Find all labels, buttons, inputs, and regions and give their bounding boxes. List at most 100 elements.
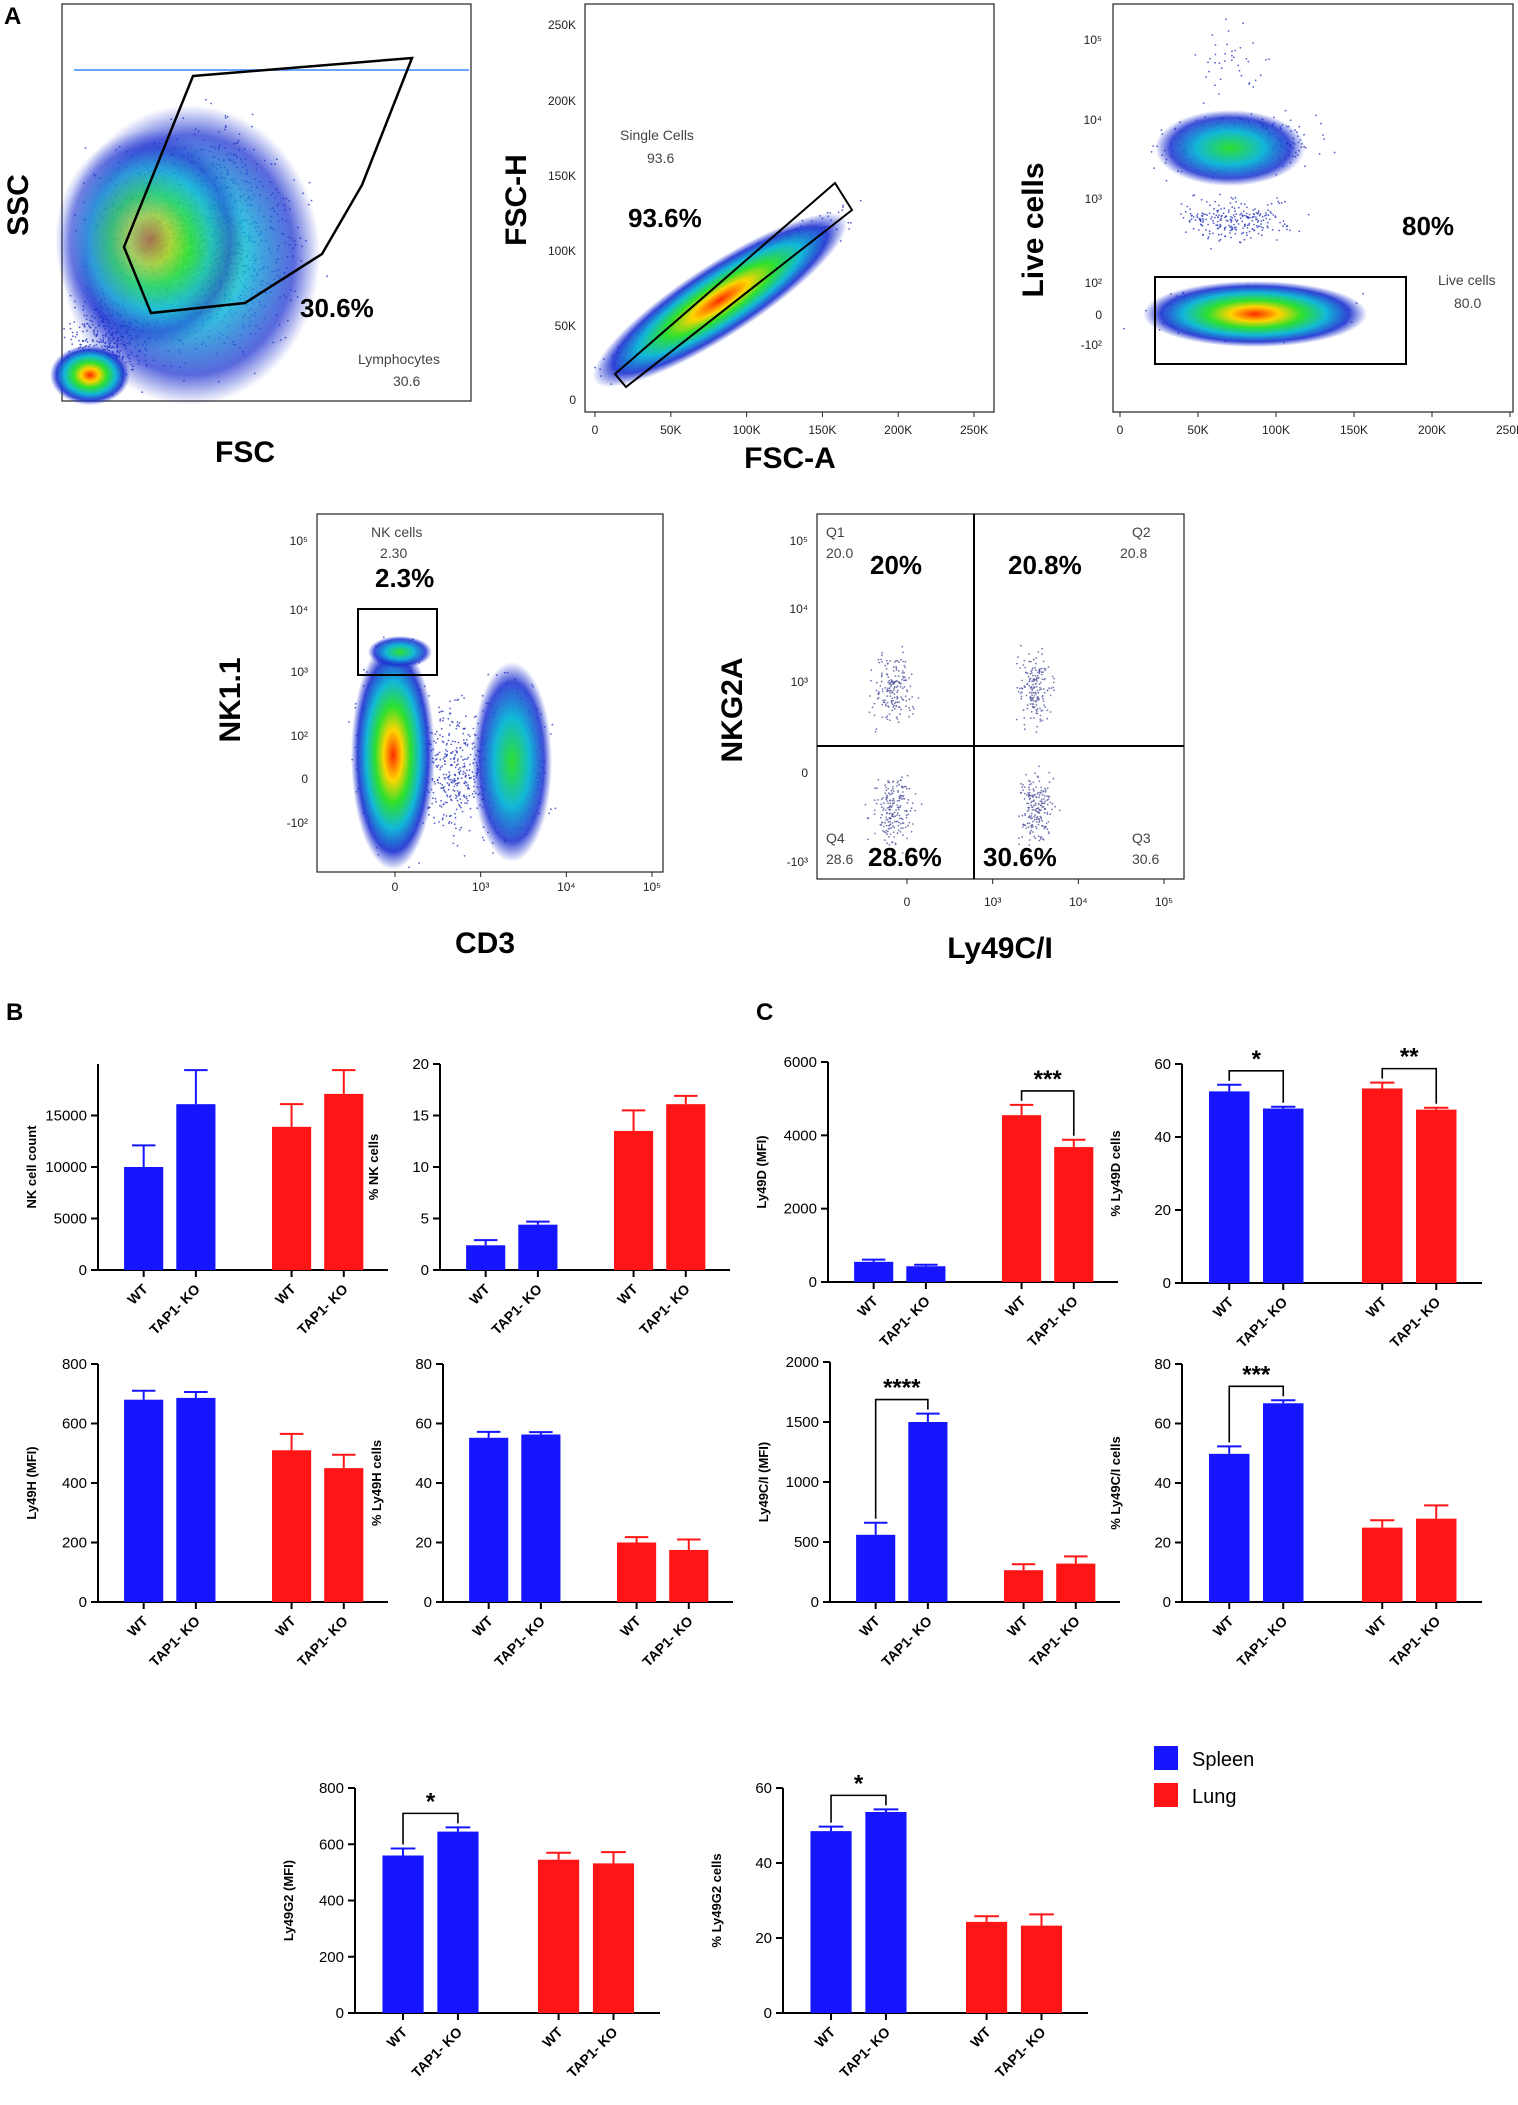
scatter-dot [1220, 233, 1223, 236]
scatter-dot [1224, 60, 1226, 62]
scatter-dot [1243, 238, 1246, 241]
scatter-dot [848, 228, 851, 230]
y-tick-label: 200K [548, 94, 576, 108]
scatter-dot [1150, 151, 1153, 153]
scatter-dot [1240, 74, 1243, 77]
scatter-dot [1202, 102, 1205, 104]
density-region-dead [1155, 110, 1305, 186]
scatter-dot [205, 98, 207, 101]
scatter-dot [1239, 241, 1242, 244]
scatter-dot [1233, 215, 1236, 218]
scatter-dot [1207, 236, 1210, 238]
scatter-dot [1245, 231, 1248, 234]
scatter-dot [1212, 232, 1214, 235]
scatter-dot [1218, 62, 1221, 65]
scatter-dot [1223, 228, 1226, 231]
scatter-dot [1272, 214, 1275, 216]
scatter-dot [842, 204, 844, 207]
scatter-dot [1266, 221, 1269, 224]
x-tick-label: 150K [808, 423, 836, 437]
scatter-dot [1278, 202, 1281, 205]
y-tick-label: 50K [555, 319, 576, 333]
scatter-dot [1289, 229, 1291, 232]
scatter-dot [1220, 67, 1223, 70]
gate-value: 30.6 [393, 373, 420, 389]
scatter-dot [74, 336, 77, 338]
scatter-dot [1232, 214, 1235, 216]
y-tick-label: -10² [1081, 338, 1102, 352]
y-tick-label: 10⁵ [1084, 33, 1102, 47]
scatter-dot [84, 147, 87, 149]
scatter-dot [1323, 138, 1326, 140]
scatter-dot [1245, 206, 1248, 209]
scatter-dot [1260, 225, 1262, 228]
scatter-dot [1238, 69, 1241, 72]
scatter-dot [1239, 217, 1242, 220]
scatter-dot [362, 668, 365, 671]
scatter-dot [1152, 145, 1155, 148]
density-region-live [1143, 281, 1367, 347]
scatter-dot [1283, 223, 1286, 226]
scatter-dot [1304, 146, 1307, 149]
scatter-dot [63, 336, 66, 339]
scatter-dot [1184, 210, 1187, 213]
y-tick-label: 250K [548, 18, 576, 32]
x-tick-label: 200K [884, 423, 912, 437]
scatter-dot [1218, 240, 1220, 242]
scatter-dot [1190, 218, 1193, 221]
scatter-dot [1214, 84, 1216, 87]
y-tick-label: 100K [548, 244, 576, 258]
scatter-dot [1220, 215, 1223, 218]
scatter-dot [1267, 209, 1269, 212]
scatter-dot [1230, 196, 1233, 199]
scatter-dot [78, 339, 80, 342]
scatter-dot [1231, 206, 1234, 209]
scatter-dot [1232, 56, 1235, 59]
scatter-dot [1289, 119, 1292, 122]
scatter-dot [1253, 229, 1256, 232]
scatter-dot [1198, 218, 1201, 221]
scatter-dot [1198, 229, 1200, 231]
scatter-dot [1253, 223, 1255, 226]
x-tick-label: 0 [1117, 423, 1124, 437]
scatter-dot [1202, 221, 1204, 224]
scatter-dot [1185, 231, 1187, 234]
scatter-dot [1191, 214, 1193, 217]
scatter-dot [1214, 216, 1216, 219]
scatter-dot [849, 222, 852, 224]
scatter-dot [1231, 54, 1233, 57]
scatter-dot [1241, 215, 1244, 218]
scatter-dot [1315, 114, 1317, 117]
scatter-dot [1286, 228, 1288, 231]
scatter-dot [1252, 86, 1255, 88]
scatter-dot [1248, 230, 1251, 233]
scatter-dot [1192, 227, 1195, 230]
scatter-dot [1209, 57, 1211, 60]
scatter-dot [1160, 129, 1163, 132]
x-tick-label: 50K [660, 423, 681, 437]
scatter-dot [1256, 226, 1259, 229]
scatter-dot [1193, 194, 1196, 196]
scatter-dot [1246, 215, 1248, 218]
scatter-dot [1265, 217, 1268, 220]
scatter-dot [1229, 232, 1231, 234]
scatter-dot [1215, 214, 1218, 217]
y-tick-label: 10² [1085, 276, 1102, 290]
scatter-dot [1218, 93, 1220, 95]
scatter-dot [1219, 223, 1222, 226]
scatter-dot [1209, 204, 1211, 207]
density-region [55, 130, 245, 350]
scatter-dot [1280, 202, 1283, 204]
scatter-dot [1217, 204, 1220, 207]
scatter-dot [69, 322, 71, 325]
scatter-dot [1213, 207, 1215, 210]
scatter-dot [1226, 43, 1228, 46]
scatter-dot [1242, 231, 1245, 234]
scatter-dot [1237, 64, 1240, 67]
scatter-dot [1216, 210, 1218, 212]
flow-plot-lymphocytes: 30.6% Lymphocytes 30.6 FSC SSC [2, 3, 472, 469]
scatter-dot [1248, 82, 1251, 84]
scatter-dot [1256, 224, 1258, 227]
scatter-dot [1230, 59, 1233, 62]
scatter-dot [1188, 219, 1191, 222]
